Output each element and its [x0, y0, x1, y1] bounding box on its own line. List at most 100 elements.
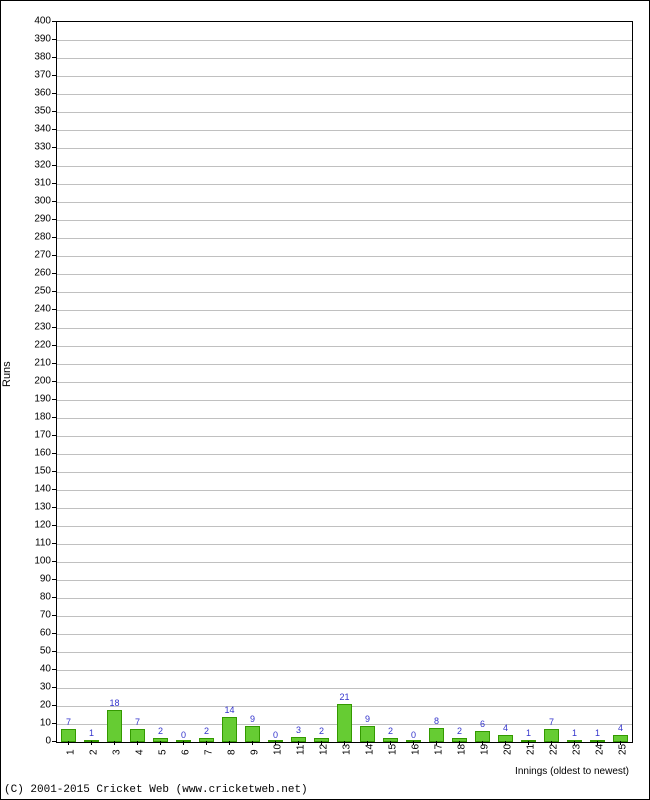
y-tick-mark [52, 489, 56, 490]
gridline [57, 202, 632, 203]
gridline [57, 94, 632, 95]
y-tick-label: 240 [23, 304, 51, 315]
bar-value-label: 7 [549, 717, 554, 727]
bar-value-label: 6 [480, 719, 485, 729]
y-tick-label: 60 [23, 628, 51, 639]
y-tick-label: 320 [23, 160, 51, 171]
gridline [57, 688, 632, 689]
x-tick-mark [206, 741, 207, 745]
x-tick-mark [137, 741, 138, 745]
gridline [57, 616, 632, 617]
bar-value-label: 2 [457, 726, 462, 736]
gridline [57, 40, 632, 41]
y-tick-label: 160 [23, 448, 51, 459]
gridline [57, 292, 632, 293]
y-tick-mark [52, 291, 56, 292]
x-tick-mark [551, 741, 552, 745]
gridline [57, 112, 632, 113]
bar-value-label: 1 [572, 728, 577, 738]
y-axis-label: Runs [1, 361, 13, 387]
x-tick-label: 20 [502, 744, 513, 755]
bar-value-label: 0 [411, 730, 416, 740]
bar-value-label: 2 [204, 726, 209, 736]
y-tick-label: 20 [23, 700, 51, 711]
x-tick-label: 13 [341, 744, 352, 755]
y-tick-label: 270 [23, 250, 51, 261]
y-tick-mark [52, 273, 56, 274]
x-tick-label: 8 [226, 749, 237, 755]
gridline [57, 256, 632, 257]
y-tick-label: 200 [23, 376, 51, 387]
y-tick-mark [52, 453, 56, 454]
y-tick-label: 390 [23, 34, 51, 45]
bar-value-label: 3 [296, 725, 301, 735]
y-tick-mark [52, 129, 56, 130]
y-tick-label: 260 [23, 268, 51, 279]
bar-value-label: 2 [319, 726, 324, 736]
y-tick-label: 120 [23, 520, 51, 531]
y-tick-label: 170 [23, 430, 51, 441]
y-tick-mark [52, 525, 56, 526]
y-tick-label: 230 [23, 322, 51, 333]
y-tick-label: 370 [23, 70, 51, 81]
gridline [57, 436, 632, 437]
x-tick-mark [482, 741, 483, 745]
y-tick-mark [52, 39, 56, 40]
y-tick-label: 40 [23, 664, 51, 675]
y-tick-mark [52, 381, 56, 382]
gridline [57, 238, 632, 239]
y-tick-mark [52, 399, 56, 400]
y-tick-mark [52, 363, 56, 364]
x-tick-mark [114, 741, 115, 745]
x-tick-label: 9 [249, 749, 260, 755]
y-tick-label: 190 [23, 394, 51, 405]
gridline [57, 562, 632, 563]
y-tick-label: 140 [23, 484, 51, 495]
y-tick-mark [52, 93, 56, 94]
x-tick-label: 4 [134, 749, 145, 755]
x-tick-mark [298, 741, 299, 745]
y-tick-mark [52, 75, 56, 76]
y-tick-mark [52, 255, 56, 256]
x-tick-label: 10 [272, 744, 283, 755]
gridline [57, 652, 632, 653]
bar-value-label: 14 [224, 705, 234, 715]
y-tick-label: 100 [23, 556, 51, 567]
bar [429, 728, 443, 742]
y-tick-mark [52, 237, 56, 238]
gridline [57, 328, 632, 329]
x-axis-label: Innings (oldest to newest) [515, 766, 629, 777]
x-tick-label: 5 [157, 749, 168, 755]
bar-value-label: 1 [526, 728, 531, 738]
y-tick-mark [52, 345, 56, 346]
x-tick-label: 15 [387, 744, 398, 755]
x-tick-mark [436, 741, 437, 745]
x-tick-mark [390, 741, 391, 745]
y-tick-mark [52, 579, 56, 580]
y-tick-mark [52, 183, 56, 184]
x-tick-mark [275, 741, 276, 745]
x-tick-mark [344, 741, 345, 745]
x-tick-label: 22 [548, 744, 559, 755]
plot-area: 7118720214903221920826417114 [56, 21, 633, 743]
y-tick-mark [52, 165, 56, 166]
gridline [57, 220, 632, 221]
bar-value-label: 0 [181, 730, 186, 740]
y-tick-mark [52, 687, 56, 688]
bar-value-label: 9 [365, 714, 370, 724]
x-tick-label: 1 [65, 749, 76, 755]
y-tick-label: 350 [23, 106, 51, 117]
x-tick-mark [413, 741, 414, 745]
y-tick-mark [52, 309, 56, 310]
y-tick-mark [52, 219, 56, 220]
y-tick-mark [52, 723, 56, 724]
gridline [57, 382, 632, 383]
y-tick-mark [52, 471, 56, 472]
y-tick-mark [52, 57, 56, 58]
gridline [57, 310, 632, 311]
y-tick-label: 340 [23, 124, 51, 135]
x-tick-mark [91, 741, 92, 745]
y-tick-label: 30 [23, 682, 51, 693]
gridline [57, 58, 632, 59]
x-tick-label: 19 [479, 744, 490, 755]
